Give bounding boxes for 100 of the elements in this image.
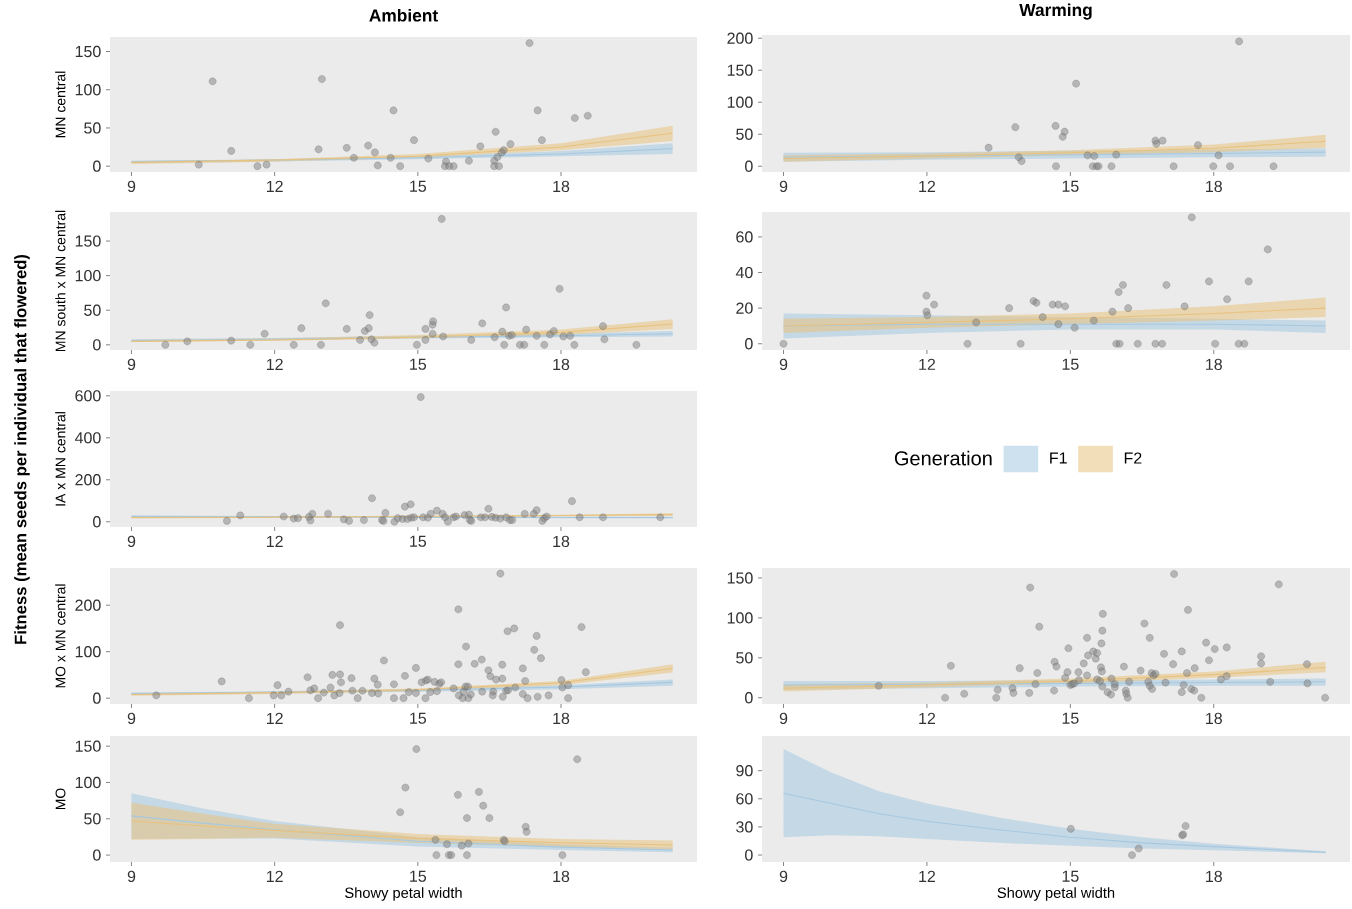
- x-tick-label: 12: [919, 358, 936, 370]
- point: [406, 500, 415, 509]
- point: [546, 330, 554, 339]
- point: [410, 136, 418, 145]
- point: [1048, 300, 1057, 309]
- point: [321, 299, 330, 308]
- point: [495, 162, 503, 171]
- x-tick-label: 15: [1062, 870, 1079, 882]
- y-axis-title: MN south x MN central: [55, 210, 66, 352]
- y-tick-label: 100: [727, 612, 753, 624]
- y-tick-label: 100: [727, 96, 753, 108]
- point: [568, 497, 576, 506]
- point: [599, 322, 607, 330]
- point: [496, 514, 505, 523]
- x-tick-label: 15: [410, 535, 427, 547]
- point: [389, 106, 398, 115]
- point: [498, 327, 507, 336]
- point: [1070, 323, 1079, 332]
- point: [443, 840, 451, 849]
- x-tick-label: 18: [553, 180, 570, 193]
- point: [364, 141, 373, 150]
- point: [566, 331, 574, 340]
- y-axis-title: MN central: [55, 71, 66, 138]
- y-tick-label: 150: [727, 64, 753, 76]
- point: [1060, 127, 1069, 136]
- point: [467, 336, 476, 344]
- point: [373, 161, 382, 170]
- x-tick-label: 15: [410, 712, 427, 724]
- point: [522, 325, 531, 334]
- point: [368, 494, 376, 503]
- point: [502, 303, 510, 312]
- x-tick-label: 9: [127, 712, 136, 725]
- y-tick-label: 0: [93, 692, 101, 704]
- point: [522, 827, 531, 836]
- point: [314, 145, 323, 154]
- x-tick-label: 9: [779, 870, 788, 883]
- x-tick-label: 9: [127, 535, 136, 548]
- point: [223, 517, 231, 525]
- x-tick-label: 18: [553, 712, 570, 725]
- point: [479, 801, 488, 810]
- point: [365, 311, 374, 319]
- point: [1054, 320, 1063, 329]
- y-tick-label: 0: [745, 692, 753, 704]
- point: [575, 513, 584, 522]
- y-tick-label: 0: [745, 160, 753, 172]
- x-axis-title: Showy petal width: [345, 887, 462, 901]
- point: [540, 340, 549, 349]
- point: [1235, 37, 1243, 46]
- x-tick-label: 18: [1206, 712, 1222, 725]
- y-tick-label: 150: [727, 572, 753, 584]
- x-tick-label: 12: [919, 870, 936, 882]
- point: [1107, 162, 1116, 171]
- y-tick-label: 50: [736, 652, 753, 664]
- point: [236, 511, 245, 520]
- point: [194, 160, 203, 169]
- point: [1134, 844, 1143, 853]
- point: [1240, 339, 1249, 348]
- point: [431, 835, 440, 844]
- legend-label: F2: [1124, 452, 1142, 464]
- point: [1194, 141, 1202, 149]
- point: [493, 153, 502, 161]
- point: [475, 788, 483, 796]
- y-tick-label: 0: [93, 849, 101, 861]
- point: [481, 513, 489, 522]
- point: [318, 75, 326, 83]
- point: [532, 331, 541, 340]
- point: [428, 329, 437, 338]
- line-series: [130, 323, 674, 342]
- x-tick-label: 15: [410, 870, 427, 882]
- line-series: [782, 666, 1327, 689]
- y-tick-label: 20: [736, 302, 753, 314]
- x-tick-label: 15: [1062, 180, 1079, 192]
- y-tick-label: 60: [736, 231, 753, 243]
- point: [416, 393, 425, 401]
- point: [426, 509, 435, 518]
- point: [1263, 245, 1272, 254]
- point: [538, 136, 546, 145]
- point: [465, 510, 473, 519]
- y-tick-label: 40: [735, 266, 753, 279]
- point: [454, 790, 462, 799]
- legend-title: Generation: [894, 450, 992, 466]
- chart-title: Ambient: [369, 8, 438, 22]
- y-axis-title: IA x MN central: [55, 412, 66, 506]
- point: [1054, 300, 1063, 309]
- point: [525, 39, 534, 47]
- point: [500, 340, 509, 349]
- line-series: [130, 132, 674, 163]
- x-tick-label: 9: [779, 358, 788, 371]
- point: [1072, 79, 1080, 88]
- point: [1089, 316, 1098, 325]
- point: [1114, 288, 1123, 296]
- point: [342, 325, 351, 333]
- x-tick-label: 12: [266, 712, 283, 724]
- point: [1180, 302, 1189, 311]
- x-tick-label: 9: [127, 870, 136, 883]
- y-tick-label: 0: [745, 849, 753, 861]
- point: [253, 162, 262, 171]
- x-tick-label: 18: [1206, 180, 1222, 193]
- point: [1181, 822, 1190, 830]
- x-tick-label: 9: [127, 358, 136, 371]
